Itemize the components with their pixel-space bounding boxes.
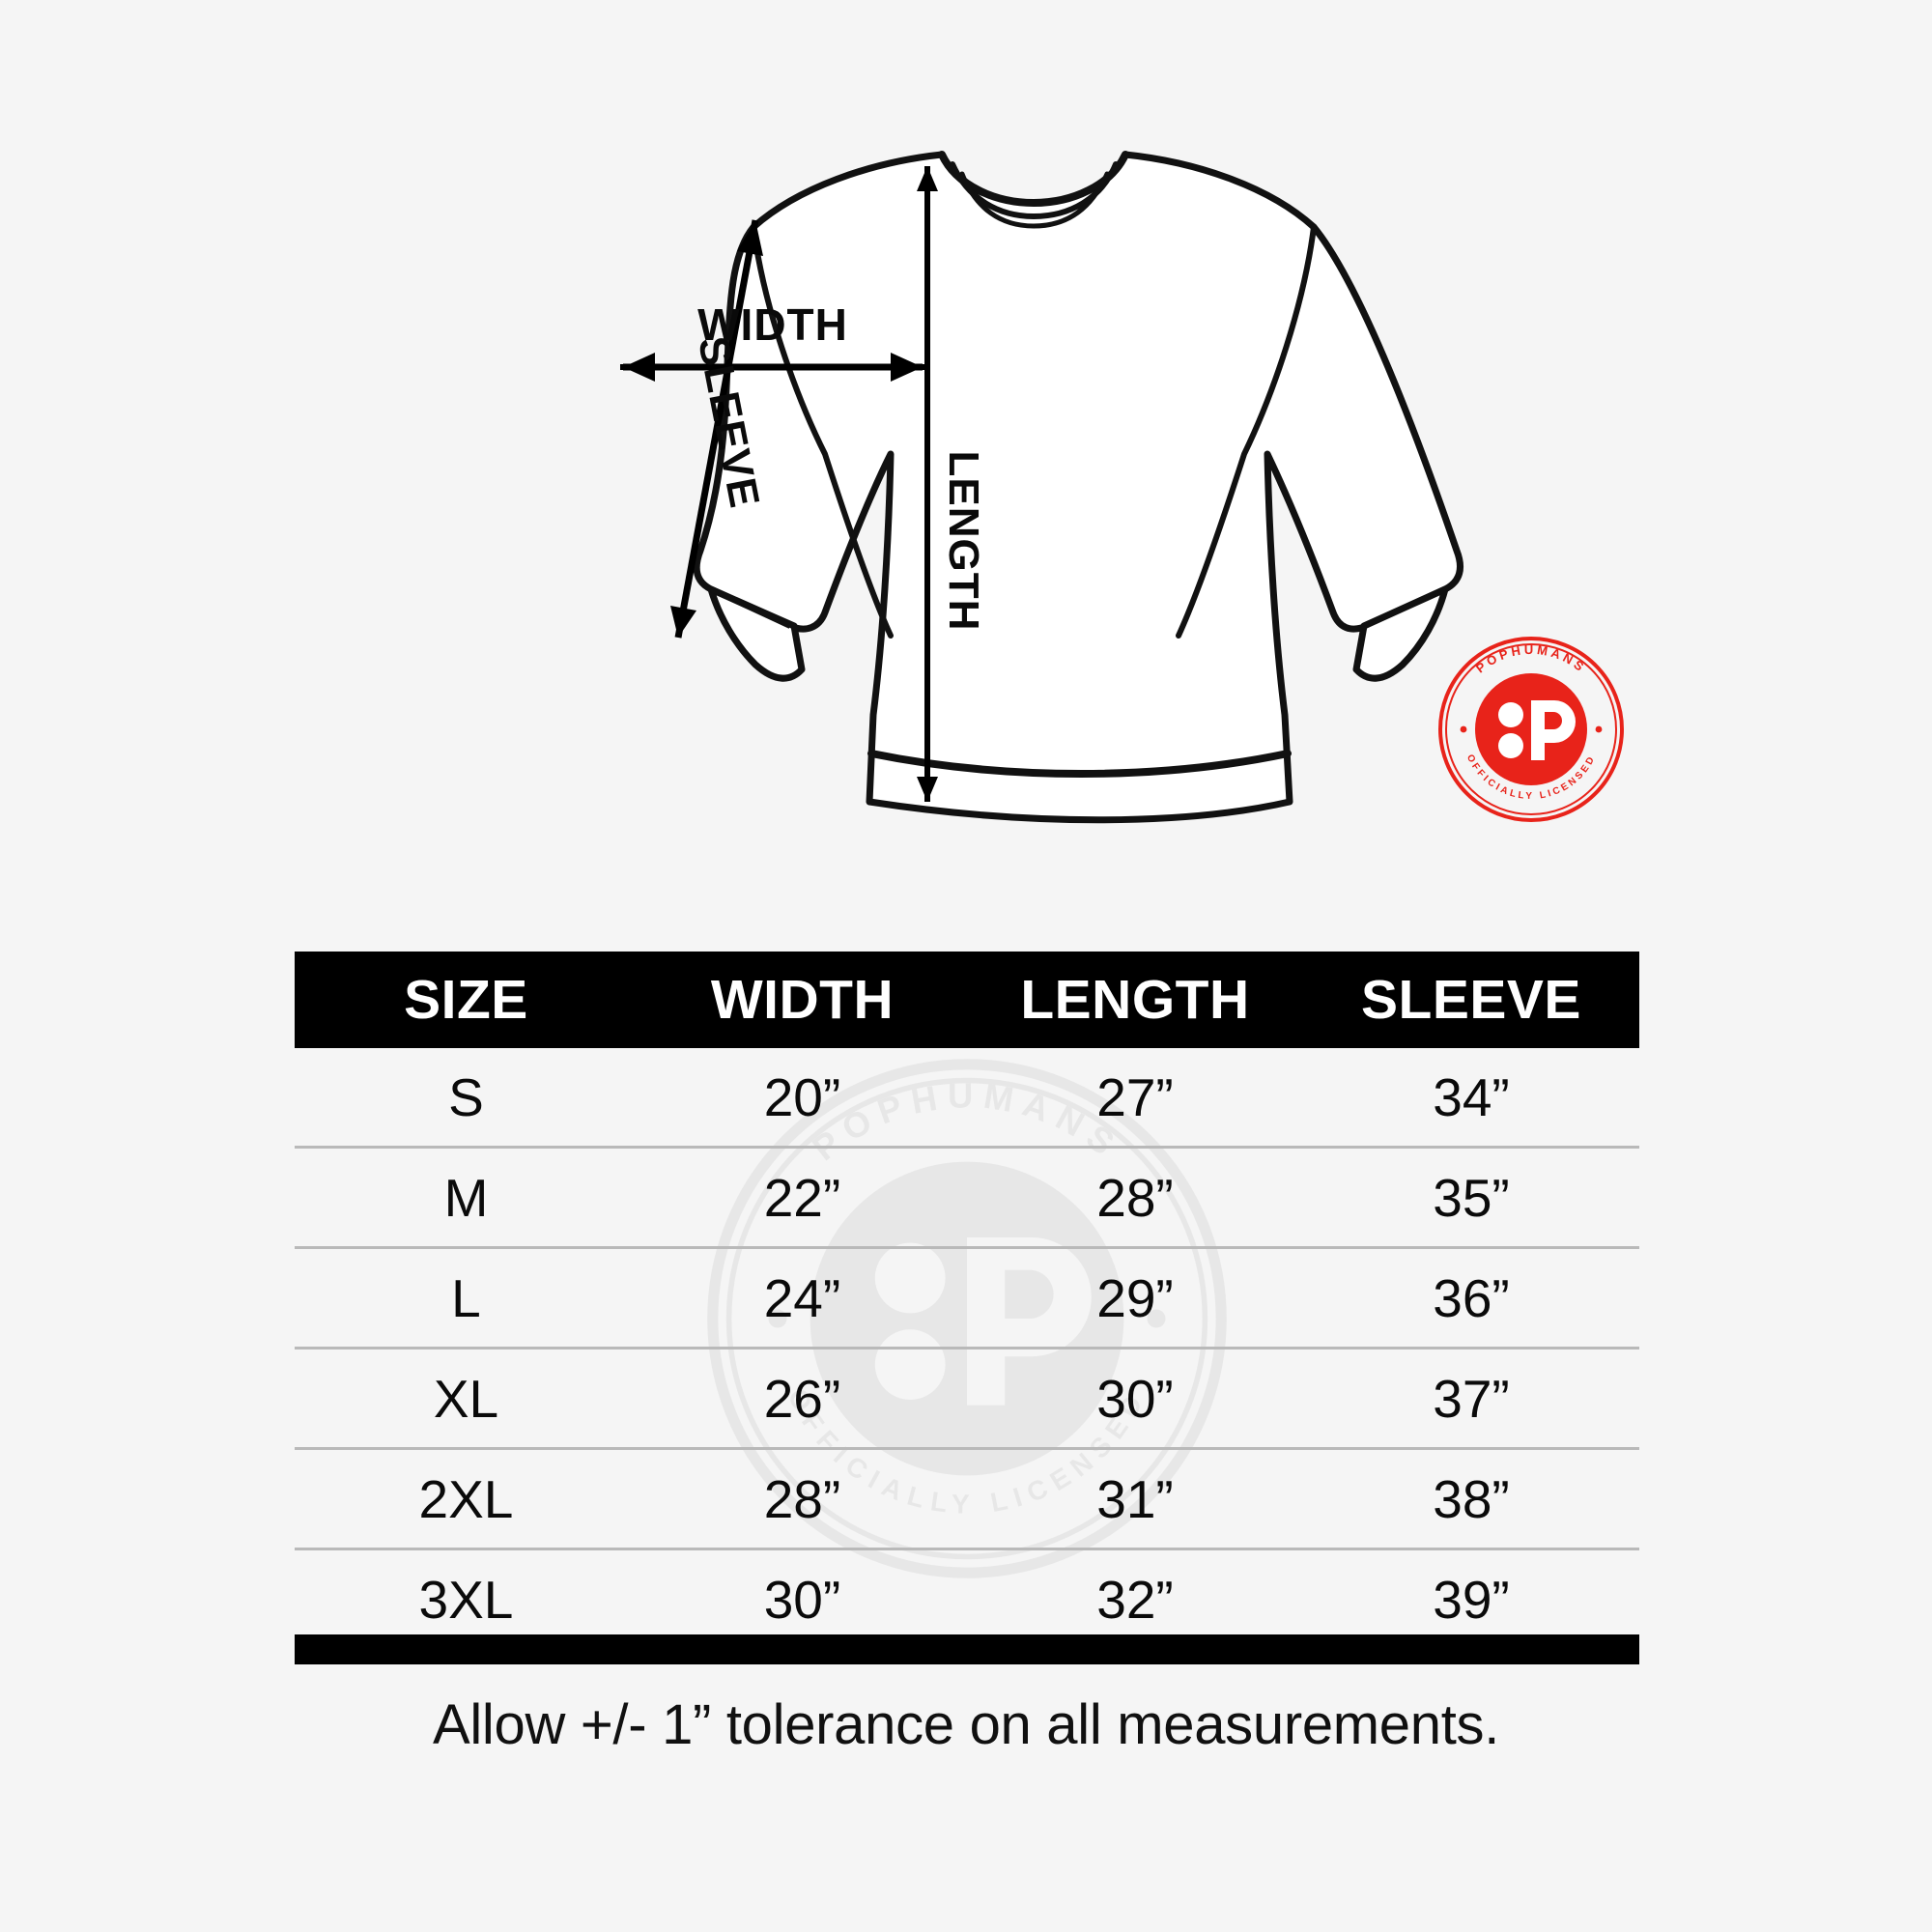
width-arrow-graphic: [623, 353, 923, 382]
cell-width: 28”: [637, 1448, 967, 1550]
pophumans-logo-badge: POPHUMANS OFFICIALLY LICENSED: [1435, 633, 1628, 826]
table-bottom-rule: [295, 1634, 1639, 1664]
tolerance-note: Allow +/- 1” tolerance on all measuremen…: [432, 1693, 1500, 1756]
cell-sleeve: 38”: [1302, 1448, 1639, 1550]
column-header-sleeve: SLEEVE: [1302, 952, 1639, 1048]
column-header-length: LENGTH: [966, 952, 1303, 1048]
cell-size: XL: [295, 1348, 638, 1450]
cell-sleeve: 39”: [1433, 1569, 1510, 1630]
length-arrow-graphic: [917, 166, 938, 802]
cell-length: 30”: [966, 1348, 1303, 1450]
cell-size: L: [295, 1247, 638, 1350]
sleeve-arrow-graphic: [670, 219, 763, 639]
cell-size: 3XL: [418, 1569, 514, 1630]
cell-width: 26”: [637, 1348, 967, 1450]
cell-size: S: [295, 1048, 638, 1149]
table-row: M 22” 28” 35”: [295, 1147, 1639, 1249]
size-chart-table: SIZE WIDTH LENGTH SLEEVE S 20” 27” 34” M…: [295, 952, 1639, 1648]
column-header-size: SIZE: [295, 952, 638, 1048]
cell-sleeve: 36”: [1302, 1247, 1639, 1350]
cell-length: 29”: [966, 1247, 1303, 1350]
size-table-container: POPHUMANS OFFICIALLY LICENSED SIZE WIDTH…: [295, 952, 1639, 1648]
column-header-width: WIDTH: [637, 952, 967, 1048]
cell-length: 28”: [966, 1147, 1303, 1249]
table-row: 3XL 30” 32” 39”: [295, 1549, 1639, 1649]
cell-length: 31”: [966, 1448, 1303, 1550]
cell-size: M: [295, 1147, 638, 1249]
cell-width: 30”: [763, 1569, 841, 1630]
table-row: 2XL 28” 31” 38”: [295, 1448, 1639, 1550]
width-label: WIDTH: [697, 299, 848, 350]
table-row: XL 26” 30” 37”: [295, 1348, 1639, 1450]
cell-length: 27”: [966, 1048, 1303, 1149]
length-label: LENGTH: [940, 451, 987, 632]
table-row: S 20” 27” 34”: [295, 1048, 1639, 1149]
cell-width: 20”: [637, 1048, 967, 1149]
table-row: L 24” 29” 36”: [295, 1247, 1639, 1350]
cell-width: 24”: [637, 1247, 967, 1350]
cell-size: 2XL: [295, 1448, 638, 1550]
table-header-row: SIZE WIDTH LENGTH SLEEVE: [295, 952, 1639, 1048]
cell-sleeve: 34”: [1302, 1048, 1639, 1149]
cell-width: 22”: [637, 1147, 967, 1249]
cell-sleeve: 37”: [1302, 1348, 1639, 1450]
cell-sleeve: 35”: [1302, 1147, 1639, 1249]
sweatshirt-illustration: WIDTH LENGTH SLEEVE: [415, 135, 1517, 898]
cell-length: 32”: [1096, 1569, 1174, 1630]
